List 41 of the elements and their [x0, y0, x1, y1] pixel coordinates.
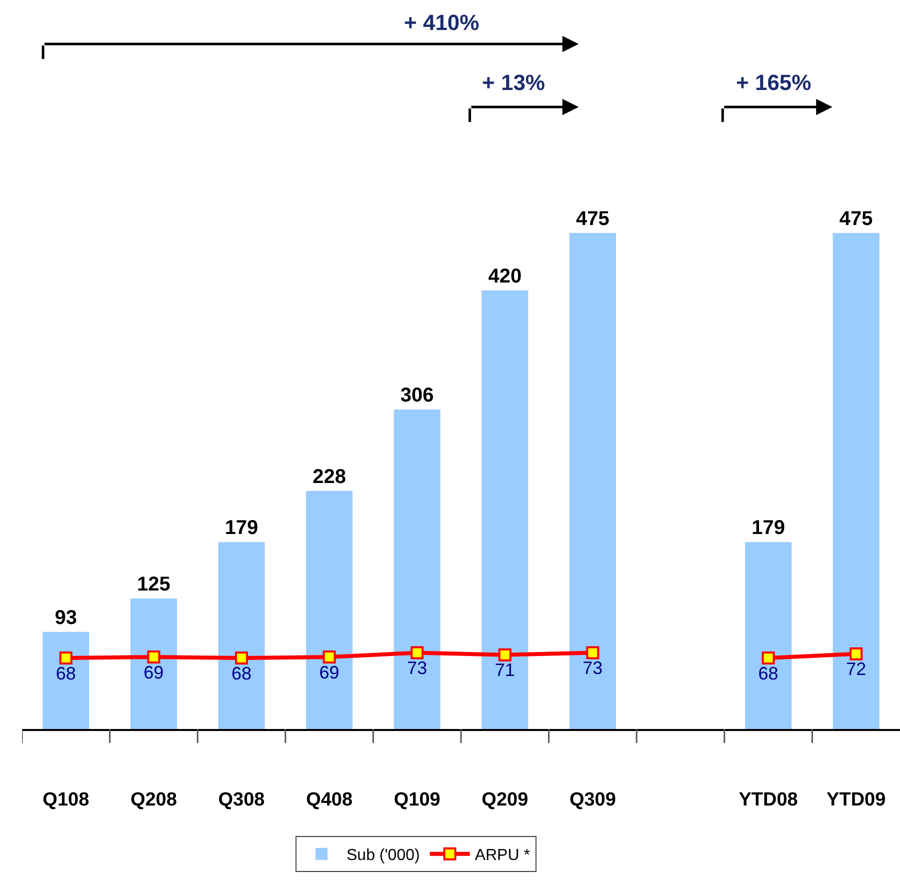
text: + 13%: [482, 70, 545, 95]
data-label: 306: [400, 384, 434, 406]
x-tick-label: Q209: [482, 790, 528, 811]
x-tick-label: Q309: [569, 790, 616, 811]
data-label: 73: [582, 658, 603, 678]
bar: [569, 233, 616, 729]
x-tick-label: Q109: [394, 790, 440, 811]
data-label: 68: [231, 663, 252, 684]
data-label: 125: [137, 573, 170, 596]
data-label: 72: [846, 659, 866, 680]
legend-label: Sub ('000): [346, 847, 420, 864]
data-label: 179: [224, 517, 258, 540]
data-label: 420: [488, 265, 522, 288]
x-tick-label: YTD09: [826, 790, 886, 811]
data-label: 93: [54, 606, 78, 629]
data-label: 73: [407, 658, 428, 678]
bar: [306, 490, 353, 729]
x-tick-label: YTD08: [738, 790, 798, 811]
data-label: 179: [752, 517, 785, 540]
data-label: 71: [494, 660, 515, 680]
data-label: 69: [319, 662, 340, 682]
x-tick-label: Q408: [306, 790, 353, 811]
bar: [42, 632, 90, 729]
bar: [394, 409, 440, 729]
text: + 165%: [736, 70, 812, 95]
bar: [482, 290, 528, 729]
bar: [832, 233, 880, 729]
legend-label: ARPU *: [474, 847, 530, 864]
bar: [745, 542, 792, 729]
data-label: 228: [312, 466, 346, 488]
data-label: 68: [758, 663, 778, 684]
text: + 410%: [404, 10, 480, 35]
bar: [218, 542, 265, 729]
data-label: 475: [576, 208, 610, 230]
data-label: 475: [839, 208, 873, 230]
x-tick-label: Q208: [130, 790, 177, 811]
data-label: 68: [56, 663, 76, 684]
bar: [130, 598, 177, 729]
x-tick-label: Q108: [42, 790, 90, 811]
data-label: 69: [144, 662, 164, 682]
x-tick-label: Q308: [218, 790, 265, 811]
